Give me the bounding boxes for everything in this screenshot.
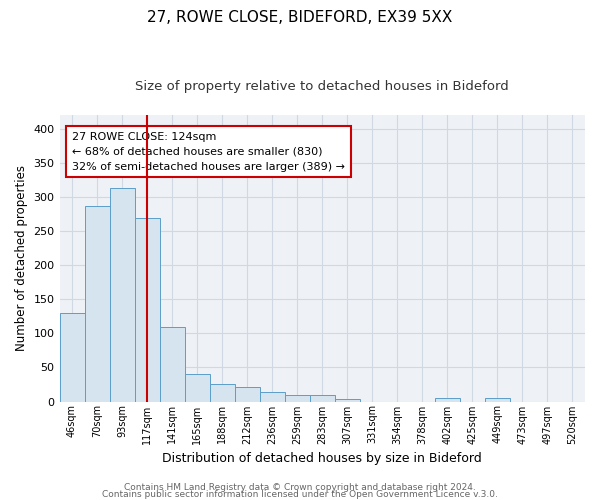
Bar xyxy=(134,218,160,402)
Bar xyxy=(185,374,209,402)
Bar xyxy=(260,392,285,402)
Bar xyxy=(310,396,335,402)
Text: Contains HM Land Registry data © Crown copyright and database right 2024.: Contains HM Land Registry data © Crown c… xyxy=(124,484,476,492)
Bar xyxy=(209,384,235,402)
Bar xyxy=(435,398,460,402)
Text: 27, ROWE CLOSE, BIDEFORD, EX39 5XX: 27, ROWE CLOSE, BIDEFORD, EX39 5XX xyxy=(148,10,452,25)
Bar xyxy=(335,399,360,402)
X-axis label: Distribution of detached houses by size in Bideford: Distribution of detached houses by size … xyxy=(163,452,482,465)
Bar xyxy=(160,327,185,402)
Text: Contains public sector information licensed under the Open Government Licence v.: Contains public sector information licen… xyxy=(102,490,498,499)
Text: 27 ROWE CLOSE: 124sqm
← 68% of detached houses are smaller (830)
32% of semi-det: 27 ROWE CLOSE: 124sqm ← 68% of detached … xyxy=(72,132,345,172)
Title: Size of property relative to detached houses in Bideford: Size of property relative to detached ho… xyxy=(136,80,509,93)
Bar xyxy=(485,398,510,402)
Bar xyxy=(59,313,85,402)
Bar xyxy=(85,206,110,402)
Bar xyxy=(235,386,260,402)
Bar xyxy=(110,188,134,402)
Bar xyxy=(285,394,310,402)
Y-axis label: Number of detached properties: Number of detached properties xyxy=(15,166,28,352)
